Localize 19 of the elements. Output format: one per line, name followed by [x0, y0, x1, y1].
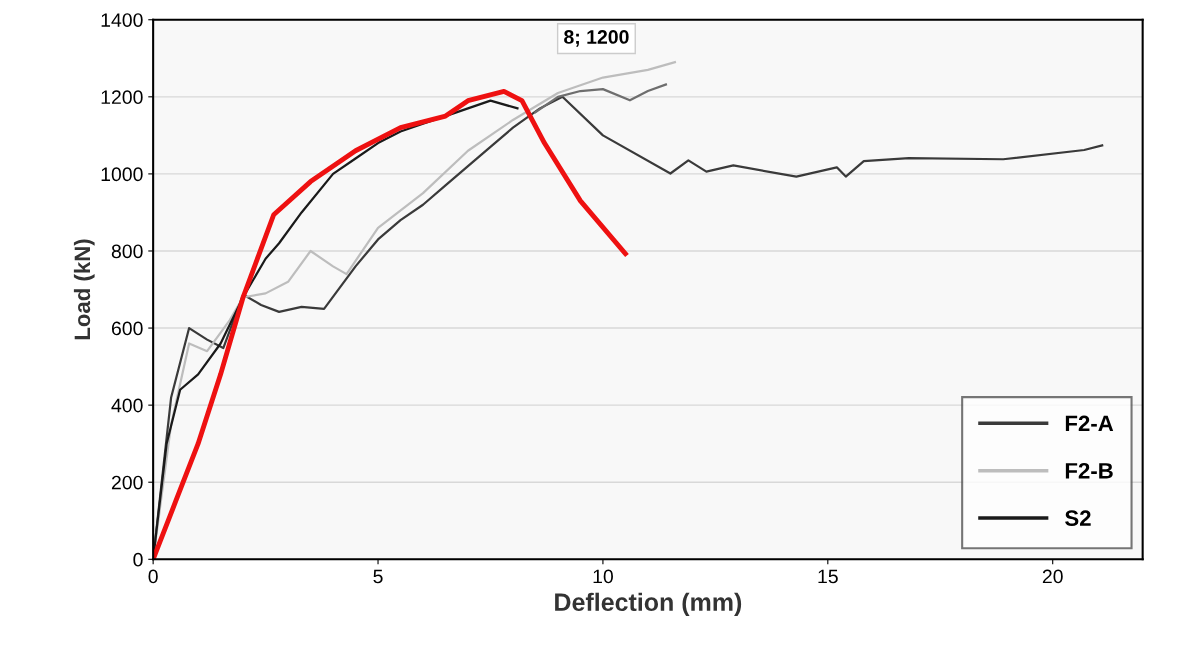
y-axis-title: Load (kN): [73, 239, 95, 340]
y-tick-label: 800: [111, 244, 143, 259]
y-tick-label: 1400: [101, 13, 143, 27]
x-tick-label: 15: [818, 569, 838, 584]
legend-label: F2-A: [1065, 415, 1114, 432]
y-tick-label: 400: [111, 398, 143, 413]
y-tick-label: 600: [111, 321, 143, 336]
x-tick-label: 10: [593, 569, 613, 584]
legend-label: S2: [1065, 510, 1091, 527]
y-tick-label: 0: [133, 552, 143, 567]
x-tick-label: 5: [373, 569, 383, 584]
y-tick-label: 1200: [101, 90, 143, 105]
x-axis-title: Deflection (mm): [555, 592, 742, 617]
annotation: 8; 1200: [564, 30, 629, 47]
legend-label: F2-B: [1065, 462, 1113, 479]
x-tick-label: 20: [1042, 569, 1063, 584]
x-tick-label: 0: [148, 569, 158, 584]
y-tick-label: 1000: [101, 167, 143, 182]
y-tick-label: 200: [111, 475, 143, 490]
